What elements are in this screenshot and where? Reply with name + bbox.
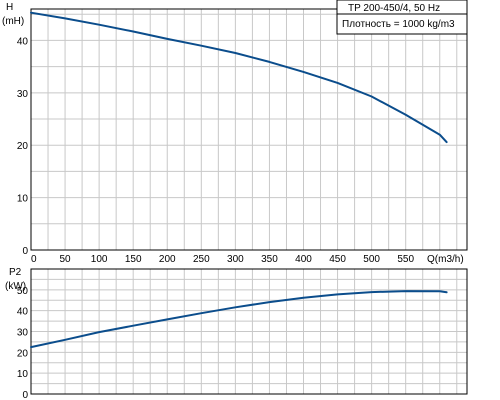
head-y-tick-labels: 0 10 20 30 40 (17, 36, 29, 257)
power-y-tick-label: 30 (17, 328, 29, 339)
head-x-tick-label: 300 (227, 254, 244, 265)
power-y-tick-labels: 0 10 20 30 40 50 (17, 286, 29, 400)
head-gridlines (31, 9, 467, 250)
chart-legend-box: TP 200-450/4, 50 Hz Плотность = 1000 kg/… (336, 0, 468, 35)
power-y-axis-label: P2 (9, 267, 22, 278)
head-x-tick-label: 100 (91, 254, 108, 265)
power-chart: 0 10 20 30 40 50 P2 (kW) (5, 267, 468, 400)
head-y-tick-label: 20 (17, 141, 29, 152)
power-gridlines (31, 269, 467, 394)
head-y-tick-label: 40 (17, 36, 29, 47)
head-curve-line (30, 11, 448, 144)
head-y-tick-label: 30 (17, 89, 29, 100)
power-curve-line (30, 290, 448, 349)
power-series-group (30, 290, 448, 349)
head-series-group (30, 11, 448, 144)
head-x-tick-label: 150 (125, 254, 142, 265)
power-y-tick-label: 0 (22, 390, 28, 400)
head-x-tick-label: 350 (261, 254, 278, 265)
head-x-tick-label: 200 (159, 254, 176, 265)
head-y-axis-label: H (6, 2, 13, 13)
head-plot-frame (30, 8, 468, 251)
head-x-tick-label: 550 (397, 254, 414, 265)
head-x-tick-label: 50 (60, 254, 72, 265)
power-y-tick-label: 10 (17, 369, 29, 380)
head-x-axis-label: Q(m3/h) (427, 254, 464, 265)
head-y-tick-label: 0 (22, 246, 28, 257)
head-x-tick-label: 400 (295, 254, 312, 265)
head-x-tick-labels: 0 50 100 150 200 250 300 350 400 450 500 550 (31, 254, 414, 265)
head-x-tick-label: 500 (363, 254, 380, 265)
legend-density-note: Плотность = 1000 kg/m3 (342, 19, 455, 30)
power-y-tick-label: 50 (17, 286, 29, 297)
power-y-tick-label: 40 (17, 307, 29, 318)
legend-title: TP 200-450/4, 50 Hz (348, 3, 440, 14)
head-x-tick-label: 0 (31, 254, 37, 265)
power-y-tick-label: 20 (17, 348, 29, 359)
head-y-axis-unit: (mH) (2, 16, 24, 27)
head-y-tick-label: 10 (17, 194, 29, 205)
head-x-tick-label: 450 (329, 254, 346, 265)
power-y-axis-unit: (kW) (5, 281, 26, 292)
power-plot-frame (30, 268, 468, 395)
head-x-tick-label: 250 (193, 254, 210, 265)
legend-note-box (336, 13, 468, 35)
head-chart: 0 10 20 30 40 0 50 100 150 200 250 300 350 400 450 500… (2, 0, 468, 265)
